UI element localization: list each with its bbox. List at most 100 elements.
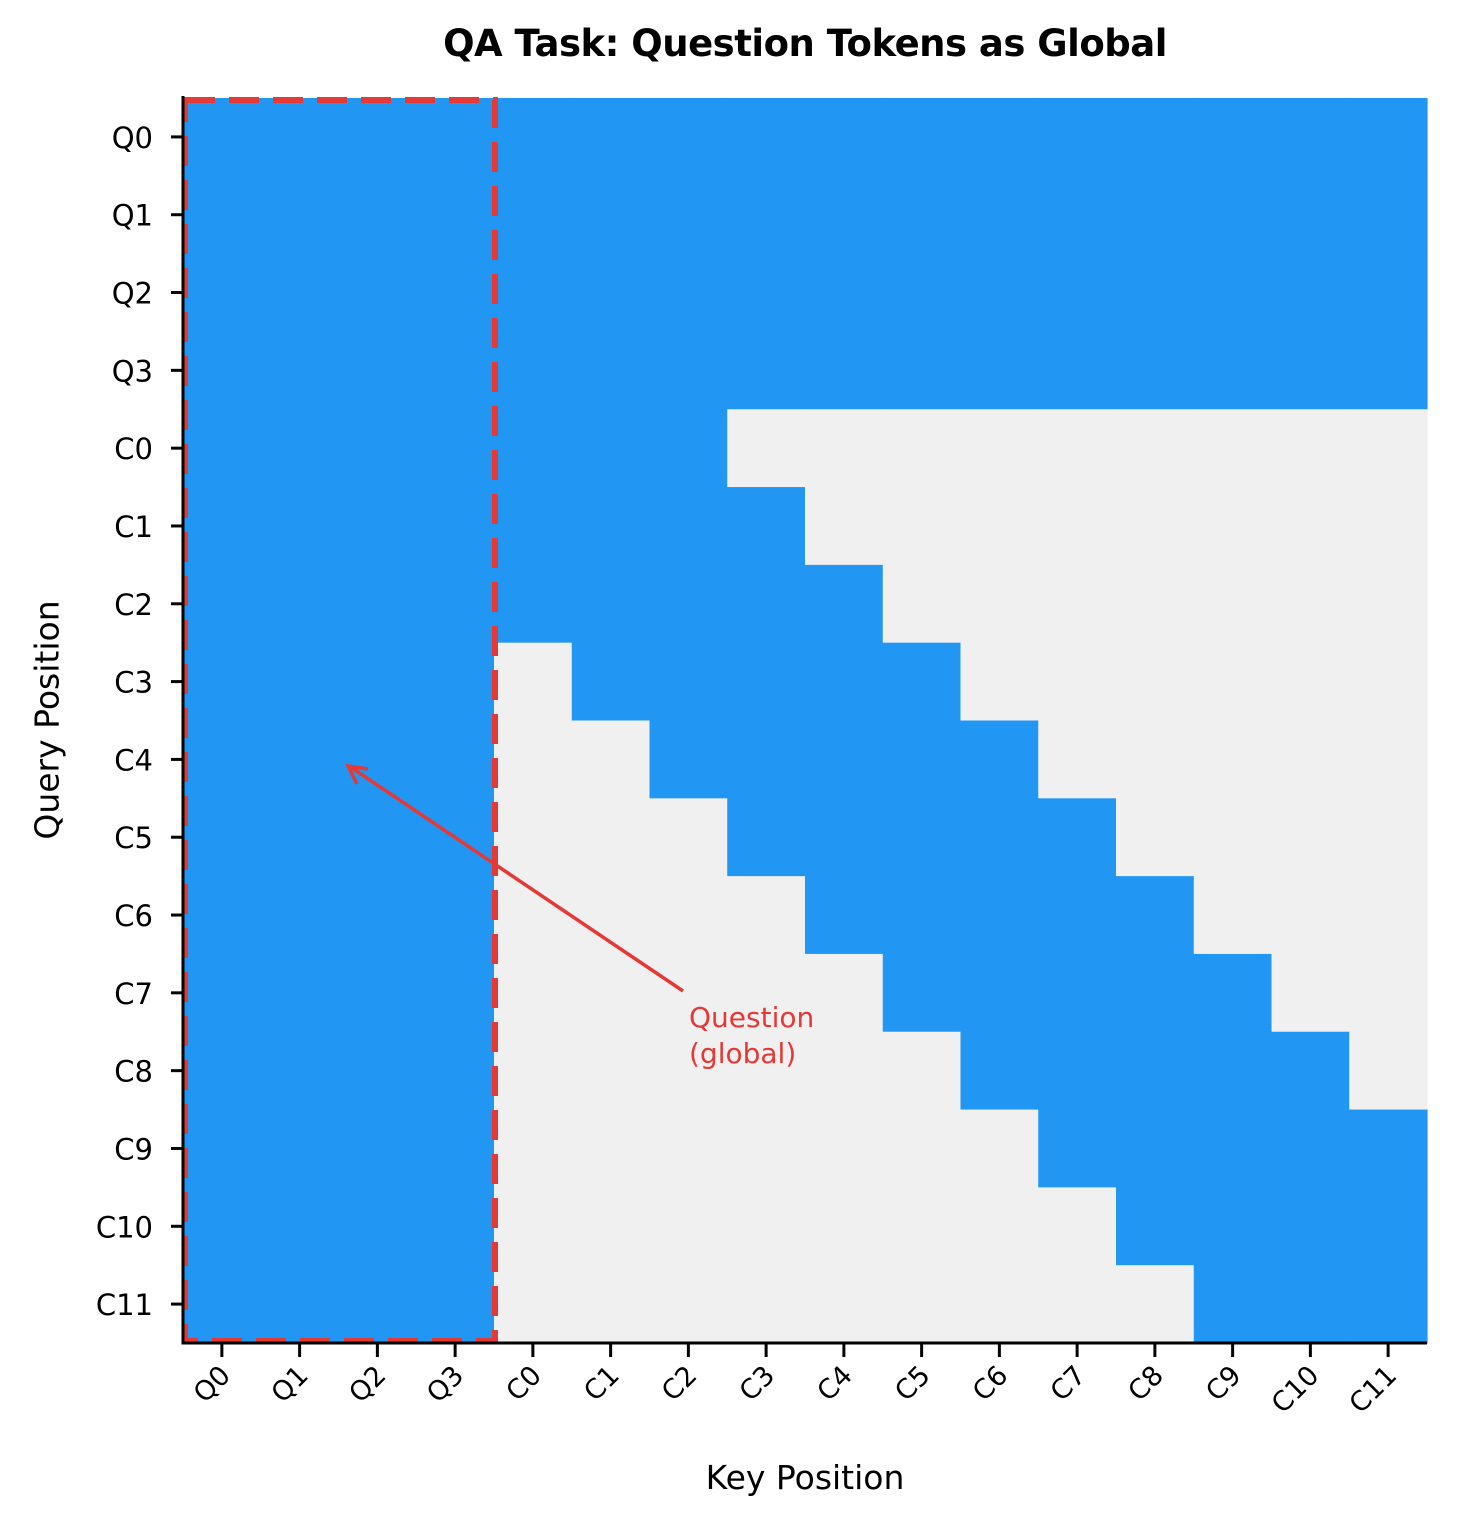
heatmap-cell bbox=[260, 720, 340, 799]
heatmap-cell bbox=[1271, 253, 1350, 333]
heatmap-cell bbox=[882, 720, 962, 799]
y-tick-label: C7 bbox=[114, 977, 153, 1011]
heatmap-cell bbox=[338, 876, 417, 955]
heatmap-cell bbox=[416, 953, 495, 1033]
heatmap-cell bbox=[1193, 798, 1273, 877]
heatmap-cell bbox=[494, 175, 573, 255]
heatmap-cell bbox=[338, 953, 417, 1033]
heatmap-cell bbox=[571, 253, 651, 333]
heatmap-cell bbox=[960, 876, 1039, 955]
heatmap-cell bbox=[1271, 487, 1350, 566]
heatmap-cell bbox=[727, 175, 806, 255]
heatmap-cell bbox=[727, 331, 806, 410]
heatmap-cell bbox=[649, 1031, 728, 1111]
heatmap-cell bbox=[494, 1031, 573, 1111]
x-tick-label: Q2 bbox=[343, 1360, 392, 1409]
heatmap-cell bbox=[727, 98, 806, 177]
heatmap-cell bbox=[1349, 331, 1428, 410]
heatmap-cell bbox=[1349, 642, 1428, 722]
heatmap-cell bbox=[1271, 1265, 1350, 1344]
heatmap-cell bbox=[494, 564, 573, 644]
heatmap-cell bbox=[805, 1187, 884, 1266]
heatmap-cell bbox=[649, 642, 728, 722]
heatmap-cell bbox=[960, 487, 1039, 566]
heatmap-cell bbox=[727, 642, 806, 722]
heatmap-cell bbox=[571, 798, 651, 877]
heatmap-cell bbox=[260, 1109, 340, 1188]
heatmap-cell bbox=[727, 953, 806, 1033]
heatmap-cell bbox=[649, 1265, 728, 1344]
heatmap-cell bbox=[1193, 331, 1273, 410]
heatmap-cell bbox=[338, 253, 417, 333]
heatmap-cell bbox=[571, 1031, 651, 1111]
heatmap-cell bbox=[960, 175, 1039, 255]
heatmap-cell bbox=[494, 953, 573, 1033]
annotation-label: Question (global) bbox=[689, 1000, 814, 1072]
heatmap-cell bbox=[1271, 1109, 1350, 1188]
heatmap-cell bbox=[338, 98, 417, 177]
heatmap-cell bbox=[960, 253, 1039, 333]
heatmap-cell bbox=[1116, 175, 1195, 255]
x-tick-label: C1 bbox=[578, 1360, 625, 1407]
y-tick-label: Q1 bbox=[112, 199, 153, 233]
heatmap-cell bbox=[1349, 1031, 1428, 1111]
heatmap-cell bbox=[1038, 642, 1117, 722]
heatmap-cell bbox=[1193, 487, 1273, 566]
heatmap-cell bbox=[260, 487, 340, 566]
heatmap-cell bbox=[494, 331, 573, 410]
heatmap-cell bbox=[1193, 953, 1273, 1033]
heatmap-cell bbox=[882, 1109, 962, 1188]
heatmap-cell bbox=[1038, 253, 1117, 333]
heatmap-cell bbox=[338, 564, 417, 644]
heatmap-cell bbox=[1349, 253, 1428, 333]
heatmap-cell bbox=[571, 409, 651, 488]
heatmap-cell bbox=[1271, 720, 1350, 799]
heatmap-cell bbox=[805, 798, 884, 877]
x-tick-label: C2 bbox=[656, 1360, 703, 1407]
heatmap-cell bbox=[1349, 720, 1428, 799]
y-tick-label: C6 bbox=[114, 899, 153, 933]
heatmap-cell bbox=[1349, 1187, 1428, 1266]
heatmap-cell bbox=[882, 642, 962, 722]
heatmap-cell bbox=[1349, 798, 1428, 877]
heatmap-cell bbox=[1193, 720, 1273, 799]
heatmap-cell bbox=[1116, 253, 1195, 333]
heatmap-cell bbox=[260, 409, 340, 488]
heatmap-cell bbox=[183, 564, 262, 644]
annotation-line-1: Question bbox=[689, 1001, 815, 1034]
heatmap-cell bbox=[882, 798, 962, 877]
heatmap-cell bbox=[1349, 487, 1428, 566]
heatmap-cell bbox=[649, 798, 728, 877]
heatmap-cell bbox=[805, 1109, 884, 1188]
heatmap-cell bbox=[1116, 98, 1195, 177]
heatmap-cell bbox=[727, 1265, 806, 1344]
heatmap-cell bbox=[1116, 720, 1195, 799]
heatmap-cell bbox=[649, 409, 728, 488]
chart-title: QA Task: Question Tokens as Global bbox=[443, 22, 1167, 65]
heatmap-cell bbox=[416, 564, 495, 644]
heatmap-cell bbox=[805, 720, 884, 799]
heatmap-cell bbox=[805, 487, 884, 566]
heatmap-cell bbox=[338, 1031, 417, 1111]
y-tick-label: Q2 bbox=[112, 277, 153, 311]
heatmap-cell bbox=[1193, 642, 1273, 722]
heatmap-cell bbox=[1193, 1031, 1273, 1111]
heatmap-cell bbox=[183, 409, 262, 488]
heatmap-cell bbox=[416, 253, 495, 333]
heatmap-cell bbox=[882, 331, 962, 410]
heatmap-cell bbox=[727, 720, 806, 799]
heatmap-cell bbox=[494, 798, 573, 877]
heatmap-cell bbox=[882, 409, 962, 488]
heatmap-cell bbox=[1193, 876, 1273, 955]
x-tick-label: C0 bbox=[500, 1360, 547, 1407]
heatmap-cell bbox=[882, 98, 962, 177]
heatmap-cell bbox=[1116, 1187, 1195, 1266]
y-tick-label: C10 bbox=[96, 1210, 153, 1244]
heatmap-cell bbox=[1116, 798, 1195, 877]
x-axis-ticks: Q0 Q1 Q2 Q3 C0 C1 C2 C3 C4 C5 C6 C7 C8 C9 C10 C11 bbox=[188, 1343, 1403, 1420]
y-tick-label: C4 bbox=[114, 743, 153, 777]
heatmap-cell bbox=[1271, 175, 1350, 255]
heatmap-cell bbox=[338, 1265, 417, 1344]
heatmap-cell bbox=[338, 409, 417, 488]
heatmap-cell bbox=[960, 1187, 1039, 1266]
